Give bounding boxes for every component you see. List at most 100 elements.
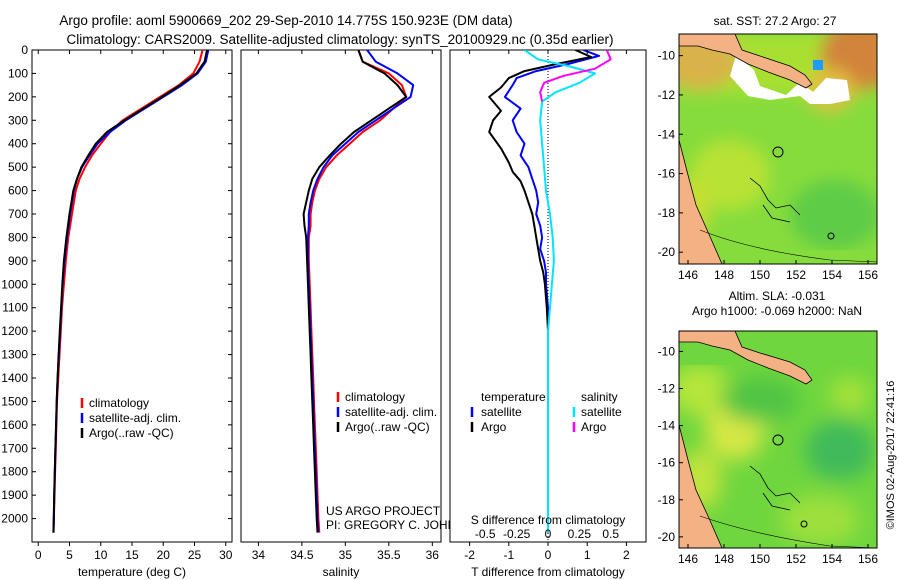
- sst-map-title: sat. SST: 27.2 Argo: 27: [714, 14, 837, 28]
- map-x-tick-label: 156: [858, 552, 878, 566]
- figure-title-line1: Argo profile: aoml 5900669_202 29-Sep-20…: [59, 13, 512, 28]
- s-tick-label: -0.25: [503, 527, 531, 541]
- y-tick-label: 1700: [1, 441, 28, 455]
- map-y-tick-label: -10: [658, 344, 676, 358]
- x-tick-label: 35: [339, 548, 353, 562]
- y-tick-label: 1500: [1, 394, 28, 408]
- legend-label-s-argo: Argo: [581, 420, 607, 434]
- salinity-x-axis: 34 34.5 35 35.5 36: [252, 50, 440, 562]
- sst-map-panel: sat. SST: 27.2 Argo: 27 146 148 150 152 154 1…: [658, 14, 879, 282]
- sst-map-axes: 146 148 150 152 154 156 -10 -12 -14 -16 -18 -20: [658, 49, 879, 282]
- y-tick-label: 200: [8, 90, 28, 104]
- y-tick-label: 2000: [1, 512, 28, 526]
- y-tick-label: 700: [8, 207, 28, 221]
- legend-label-satellite-adj: satellite-adj. clim.: [89, 411, 181, 425]
- reef-outline: [749, 177, 801, 223]
- map-x-tick-label: 148: [714, 268, 734, 282]
- legend-label-argo: Argo(..raw -QC): [89, 426, 174, 440]
- legend-label-s-satellite: satellite: [581, 405, 622, 419]
- difference-panel: -2 -1 0 1 2 S difference from climatology -0…: [449, 49, 647, 579]
- x-tick-label: 34.5: [290, 548, 314, 562]
- x-tick-label: 34: [252, 548, 266, 562]
- temperature-xlabel: temperature (deg C): [78, 565, 186, 579]
- series-line-argo-raw-qc: [302, 50, 408, 533]
- pi-label: PI: GREGORY C. JOHNSON: [326, 518, 482, 532]
- y-tick-label: 1000: [1, 277, 28, 291]
- x-tick-label: -1: [503, 548, 514, 562]
- y-tick-label: 1600: [1, 418, 28, 432]
- map-x-tick-label: 146: [678, 268, 698, 282]
- temperature-series: [52, 50, 210, 533]
- sla-map-frame: [678, 330, 878, 549]
- legend-label-satellite-adj: satellite-adj. clim.: [345, 405, 437, 419]
- y-tick-label: 300: [8, 113, 28, 127]
- legend-title-temperature: temperature: [481, 390, 546, 404]
- map-y-tick-label: -16: [658, 167, 676, 181]
- map-y-tick-label: -12: [658, 88, 676, 102]
- legend-label-climatology: climatology: [89, 396, 149, 410]
- salinity-series: [302, 50, 415, 533]
- y-tick-label: 400: [8, 137, 28, 151]
- map-y-tick-label: -10: [658, 49, 676, 63]
- x-tick-label: 0: [545, 548, 552, 562]
- map-x-tick-label: 150: [750, 268, 770, 282]
- temperature-axes-frame: [31, 49, 233, 543]
- map-y-tick-label: -16: [658, 456, 676, 470]
- y-tick-label: 600: [8, 184, 28, 198]
- depth-contour: [699, 229, 877, 263]
- series-line-salinity-satellite: [523, 50, 596, 533]
- x-tick-label: 36: [426, 548, 440, 562]
- map-x-tick-label: 156: [858, 268, 878, 282]
- s-difference-label: S difference from climatology: [471, 513, 626, 527]
- temperature-x-axis: 0 5 10 15 20 25 30: [35, 50, 233, 562]
- s-tick-label: 0.25: [568, 527, 592, 541]
- map-x-tick-label: 150: [750, 552, 770, 566]
- x-tick-label: 2: [623, 548, 630, 562]
- x-tick-label: 30: [219, 548, 233, 562]
- x-tick-label: 35.5: [377, 548, 401, 562]
- argo-position-marker: [772, 434, 784, 446]
- map-x-tick-label: 148: [714, 552, 734, 566]
- map-y-tick-label: -14: [658, 127, 676, 141]
- sla-map-axes: 146 148 150 152 154 156 -10 -12 -14 -16 -18 -20: [658, 344, 879, 566]
- sst-cloud-gap: [730, 55, 850, 104]
- x-tick-label: 15: [125, 548, 139, 562]
- y-tick-label: 1800: [1, 465, 28, 479]
- s-tick-label: 0: [545, 527, 552, 541]
- depth-contour: [699, 515, 877, 548]
- sst-anomaly-pixel: [813, 60, 823, 70]
- salinity-difference-legend: salinity satellite Argo: [572, 390, 622, 434]
- y-tick-label: 1300: [1, 348, 28, 362]
- reef-outline: [749, 465, 801, 511]
- x-tick-label: -2: [464, 548, 475, 562]
- project-label: US ARGO PROJECT: [326, 504, 441, 518]
- sst-map-frame: [678, 33, 878, 265]
- argo-position-marker: [772, 146, 784, 158]
- land-australia: [679, 424, 723, 548]
- map-y-tick-label: -14: [658, 419, 676, 433]
- y-tick-label: 800: [8, 230, 28, 244]
- land-australia: [679, 139, 723, 264]
- salinity-panel: 34 34.5 35 35.5 36 salinity climatology sate…: [240, 49, 482, 579]
- y-tick-label: 1200: [1, 324, 28, 338]
- land-png: [679, 34, 813, 89]
- map-y-tick-label: -12: [658, 381, 676, 395]
- x-tick-label: 10: [94, 548, 108, 562]
- sst-map-image: [679, 34, 877, 264]
- map-x-tick-label: 154: [822, 552, 842, 566]
- temperature-legend: climatology satellite-adj. clim. Argo(..…: [80, 396, 181, 440]
- sla-map-panel: Altim. SLA: -0.031 Argo h1000: -0.069 h2…: [658, 289, 879, 566]
- legend-label-t-argo: Argo: [481, 420, 507, 434]
- figure-title-line2: Climatology: CARS2009. Satellite-adjuste…: [66, 32, 613, 47]
- y-tick-label: 500: [8, 160, 28, 174]
- reference-marker: [827, 232, 835, 240]
- y-tick-label: 1900: [1, 488, 28, 502]
- s-difference-ticks: -0.5 -0.25 0 0.25 0.5: [475, 527, 619, 541]
- t-difference-label: T difference from climatology: [471, 565, 625, 579]
- map-x-tick-label: 154: [822, 268, 842, 282]
- salinity-xlabel: salinity: [323, 565, 360, 579]
- series-line-argo-raw-qc: [52, 50, 208, 533]
- legend-label-climatology: climatology: [345, 390, 405, 404]
- difference-series: [488, 50, 612, 533]
- sla-map-subtitle: Argo h1000: -0.069 h2000: NaN: [692, 304, 862, 318]
